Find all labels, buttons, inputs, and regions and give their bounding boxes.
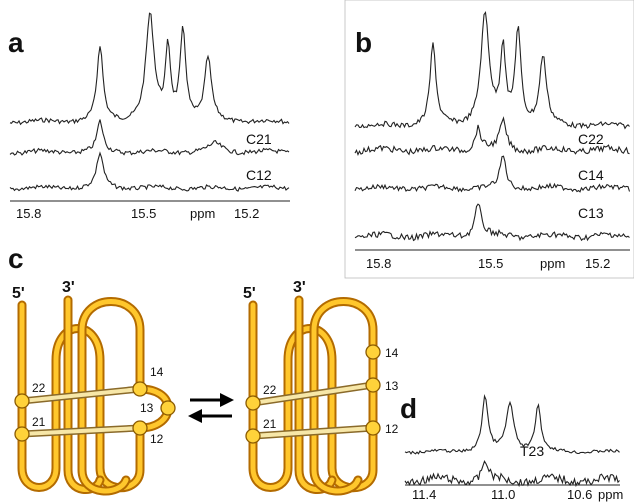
trace-label: C13: [578, 205, 604, 221]
panel-b-frame: [344, 0, 634, 279]
node-label: 12: [385, 422, 399, 436]
strand: [65, 297, 103, 492]
node: [245, 395, 261, 411]
node: [14, 393, 30, 409]
equilibrium-arrows: [188, 393, 234, 423]
node-label: 21: [263, 417, 277, 431]
panel-label: d: [400, 393, 417, 424]
strand-end: 5': [12, 285, 25, 302]
axis-label: 15.8: [16, 206, 41, 221]
left-diagram: 5' 3' 22 21 14 13 12: [12, 279, 176, 496]
trace-label: T23: [520, 443, 544, 459]
trace-label: C14: [578, 167, 604, 183]
node: [365, 377, 381, 393]
trace-label: C12: [246, 167, 272, 183]
trace-label: C22: [578, 131, 604, 147]
axis-label: 11.0: [491, 487, 515, 502]
strand-end: 5': [243, 285, 256, 302]
spectra: [9, 11, 631, 488]
axis-label: 15.2: [585, 256, 610, 271]
node-label: 14: [150, 365, 164, 379]
axis-label: 15.5: [131, 206, 156, 221]
strand: [311, 299, 376, 494]
spectrum-trace: [404, 393, 620, 455]
axis-label: 15.8: [366, 256, 391, 271]
arrow-head: [188, 409, 202, 423]
node: [245, 428, 261, 444]
spectrum-trace: [9, 12, 290, 126]
arrow-head: [220, 393, 234, 407]
node-label: 21: [32, 415, 46, 429]
spectrum-trace: [404, 460, 620, 488]
spectrum-trace: [354, 116, 630, 156]
spectrum-trace: [9, 151, 290, 192]
axis-label: ppm: [540, 256, 565, 271]
node-label: 22: [32, 381, 46, 395]
rung: [252, 426, 374, 438]
node: [160, 400, 176, 416]
right-diagram: 5' 3' 22 21 14 13 12: [243, 279, 399, 496]
node: [365, 344, 381, 360]
trace-label: C21: [246, 131, 272, 147]
strand-end: 3': [62, 279, 75, 296]
rung: [252, 383, 374, 405]
node: [132, 381, 148, 397]
strand-end: 3': [293, 279, 306, 296]
spectrum-trace: [9, 119, 290, 156]
panel-label: b: [355, 27, 372, 58]
node-label: 13: [140, 401, 154, 415]
strand: [296, 297, 335, 492]
panel-label: a: [8, 27, 24, 58]
node: [365, 420, 381, 436]
axis-label: ppm: [190, 206, 215, 221]
strand: [79, 299, 143, 494]
axis-label: 15.2: [234, 206, 259, 221]
spectrum-trace: [354, 11, 630, 130]
node-label: 14: [385, 346, 399, 360]
rung: [21, 387, 141, 403]
axis-label: 10.6: [567, 487, 592, 502]
node-label: 13: [385, 379, 399, 393]
panel-label: c: [8, 243, 24, 274]
spectrum-trace: [354, 203, 630, 242]
rung: [21, 426, 141, 436]
axis-label: 11.4: [412, 487, 436, 502]
axis-label: ppm: [598, 487, 623, 502]
axis-label: 15.5: [478, 256, 503, 271]
node-label: 22: [263, 383, 277, 397]
node: [14, 426, 30, 442]
node-label: 12: [150, 432, 164, 446]
spectrum-trace: [354, 155, 631, 193]
node: [132, 420, 148, 436]
